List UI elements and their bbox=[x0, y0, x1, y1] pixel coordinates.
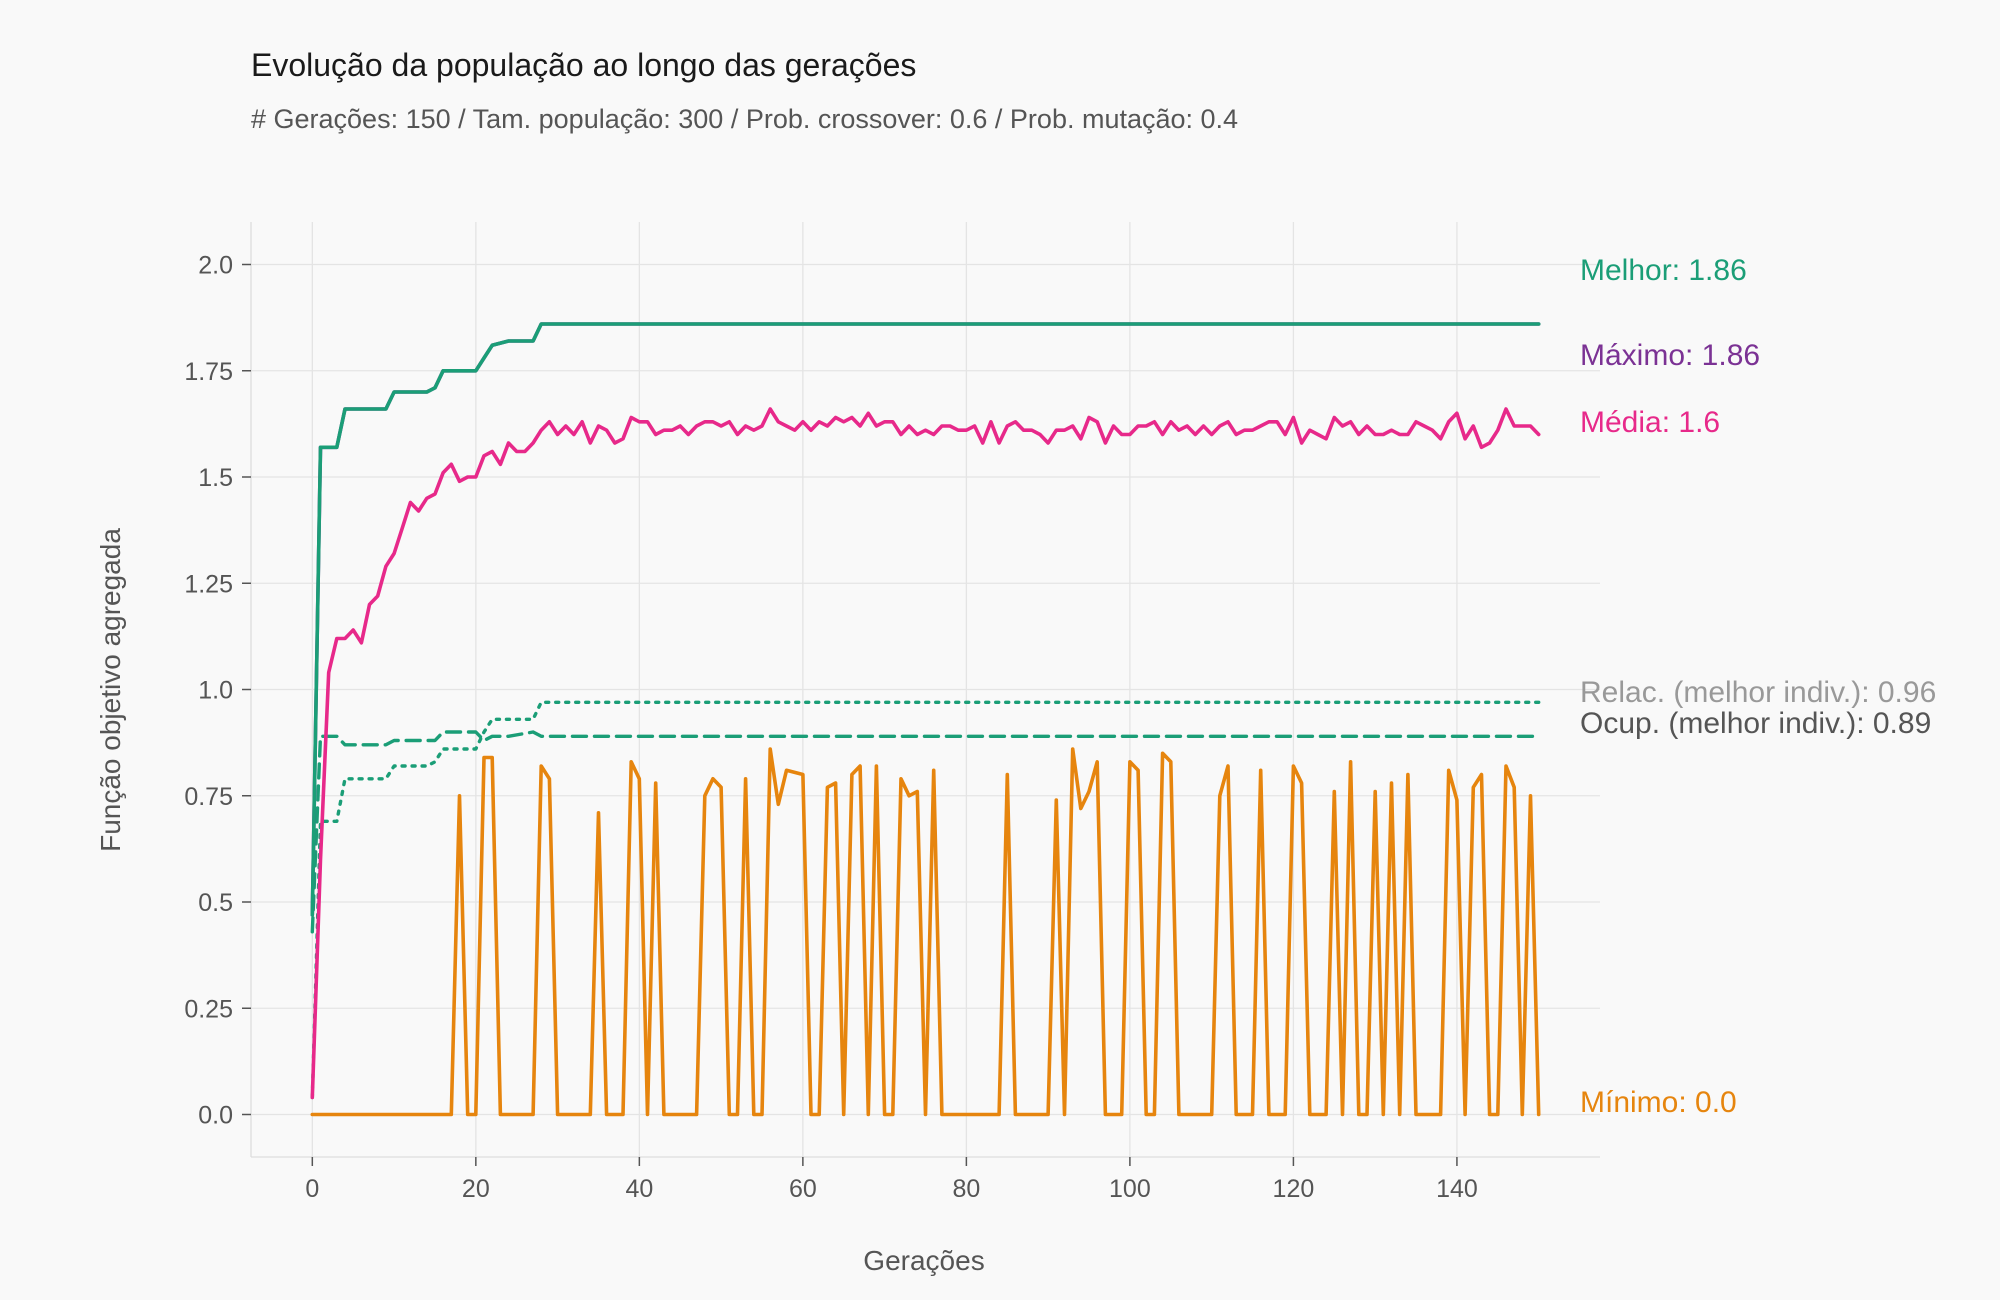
end-label: Mínimo: 0.0 bbox=[1580, 1086, 1737, 1119]
series-line-melhor bbox=[310, 322, 1541, 917]
y-tick-label: 0.0 bbox=[198, 1102, 233, 1130]
end-label: Máximo: 1.86 bbox=[1580, 339, 1760, 372]
x-tick-label: 120 bbox=[1273, 1175, 1315, 1203]
y-tick-label: 0.25 bbox=[184, 995, 233, 1023]
end-labels: Melhor: 1.86 Máximo: 1.86 Média: 1.6 Relac.… bbox=[1580, 254, 1936, 1119]
y-tick-label: 1.5 bbox=[198, 464, 233, 492]
series-line-relac-melhor-indiv- bbox=[310, 700, 1541, 1100]
y-tick-label: 0.75 bbox=[184, 783, 233, 811]
y-axis-label: Função objetivo agregada bbox=[95, 528, 126, 852]
y-tick-label: 1.25 bbox=[184, 570, 233, 598]
x-tick-label: 20 bbox=[462, 1175, 490, 1203]
end-label: Média: 1.6 bbox=[1580, 406, 1720, 439]
x-tick-label: 80 bbox=[952, 1175, 980, 1203]
x-axis-ticks: 0 20 40 60 80 100 120 140 bbox=[305, 1157, 1478, 1203]
series-line-m-nimo bbox=[310, 747, 1541, 1117]
x-tick-label: 140 bbox=[1436, 1175, 1478, 1203]
end-label: Ocup. (melhor indiv.): 0.89 bbox=[1580, 707, 1931, 740]
series-lines bbox=[310, 322, 1541, 1117]
x-axis-label: Gerações bbox=[863, 1245, 984, 1276]
y-tick-label: 1.0 bbox=[198, 677, 233, 705]
chart-subtitle: # Gerações: 150 / Tam. população: 300 / … bbox=[251, 104, 1238, 134]
x-tick-label: 60 bbox=[789, 1175, 817, 1203]
gridlines bbox=[251, 222, 1600, 1157]
y-tick-label: 0.5 bbox=[198, 889, 233, 917]
series-line-ocup-melhor-indiv- bbox=[310, 730, 1541, 934]
x-tick-label: 40 bbox=[625, 1175, 653, 1203]
x-tick-label: 100 bbox=[1109, 1175, 1151, 1203]
x-tick-label: 0 bbox=[305, 1175, 319, 1203]
series-line-m-ximo bbox=[310, 322, 1541, 917]
y-axis-ticks: 0.0 0.25 0.5 0.75 1.0 1.25 1.5 1.75 2.0 bbox=[184, 252, 251, 1130]
end-label: Relac. (melhor indiv.): 0.96 bbox=[1580, 676, 1936, 709]
end-label: Melhor: 1.86 bbox=[1580, 254, 1747, 287]
y-tick-label: 2.0 bbox=[198, 252, 233, 280]
series-line-m-dia bbox=[310, 407, 1541, 1100]
y-tick-label: 1.75 bbox=[184, 358, 233, 386]
chart-title: Evolução da população ao longo das geraç… bbox=[251, 47, 916, 83]
